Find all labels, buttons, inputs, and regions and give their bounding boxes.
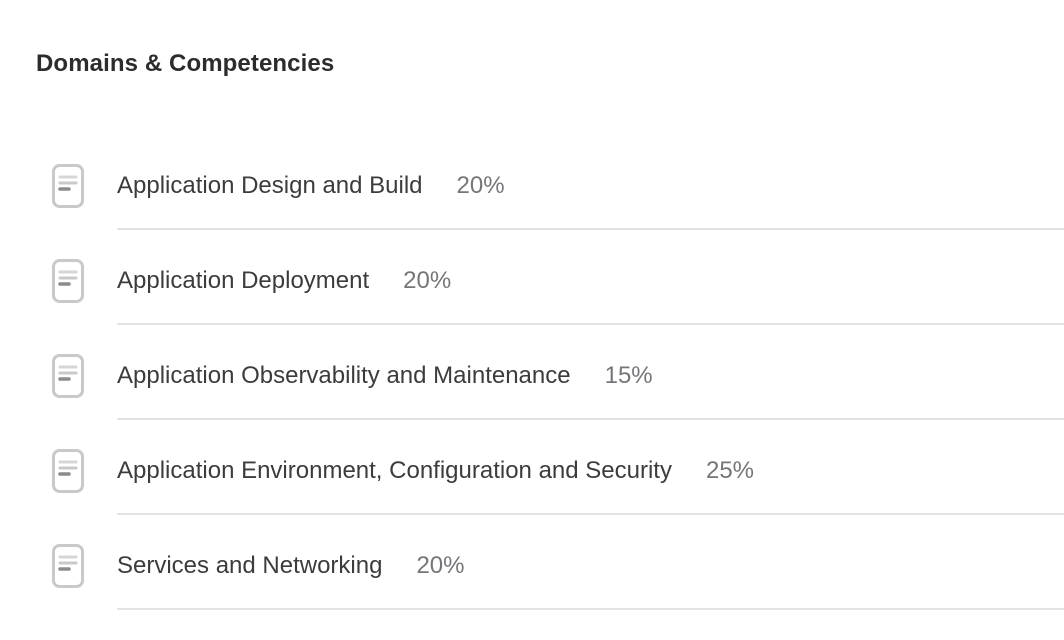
domain-label: Application Design and Build [117, 172, 423, 199]
domain-weight: 25% [705, 457, 755, 484]
document-lines-icon [52, 449, 84, 493]
domain-row-content: Application Design and Build 20% [117, 135, 1064, 230]
domain-row[interactable]: Application Observability and Maintenanc… [52, 325, 1064, 420]
domain-row[interactable]: Services and Networking 20% [52, 515, 1064, 610]
domain-row[interactable]: Application Design and Build 20% [52, 135, 1064, 230]
domain-row[interactable]: Application Deployment 20% [52, 230, 1064, 325]
domain-weight: 20% [456, 172, 505, 199]
domain-row-content: Application Environment, Configuration a… [117, 420, 1064, 515]
domain-row-content: Application Observability and Maintenanc… [117, 325, 1064, 420]
domain-label: Application Deployment [117, 267, 370, 294]
domain-row-content: Application Deployment 20% [117, 230, 1064, 325]
section-title: Domains & Competencies [36, 50, 335, 77]
domain-label: Application Environment, Configuration a… [117, 457, 672, 484]
document-lines-icon [52, 164, 84, 208]
domain-row-content: Services and Networking 20% [117, 515, 1064, 610]
document-lines-icon [52, 544, 84, 588]
domain-label: Application Observability and Maintenanc… [117, 362, 571, 389]
domain-row[interactable]: Application Environment, Configuration a… [52, 420, 1064, 515]
domain-label: Services and Networking [117, 552, 383, 579]
domain-weight: 20% [416, 552, 465, 579]
document-lines-icon [52, 354, 84, 398]
domain-weight: 15% [604, 362, 653, 389]
document-lines-icon [52, 259, 84, 303]
domain-weight: 20% [403, 267, 452, 294]
domain-list: Application Design and Build 20% Applica… [0, 135, 1064, 610]
